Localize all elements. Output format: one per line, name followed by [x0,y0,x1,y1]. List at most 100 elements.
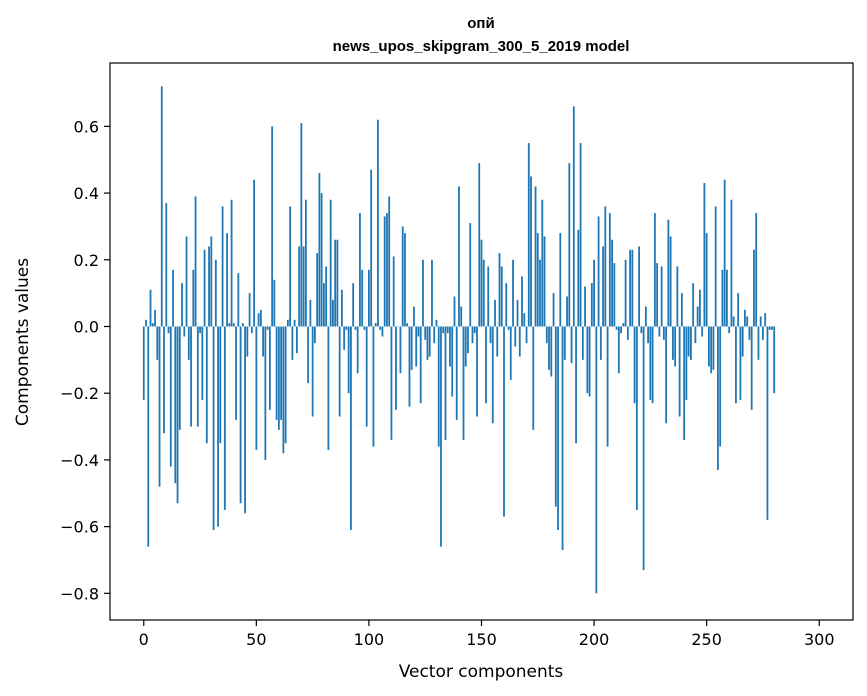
bar-1 [145,319,147,327]
bar-182 [552,293,555,327]
bar-256 [719,326,722,447]
bar-59 [275,326,278,420]
bar-12 [169,326,172,467]
bar-0 [142,326,145,400]
bar-78 [318,173,321,327]
bar-45 [244,326,246,514]
bar-181 [550,326,553,377]
bar-200 [593,259,595,327]
bar-123 [419,326,422,404]
bar-241 [685,326,688,400]
bar-109 [388,196,391,327]
bar-134 [444,326,447,440]
bar-185 [559,233,562,327]
bar-11 [167,326,170,334]
bar-155 [491,326,494,424]
bar-242 [687,326,690,357]
chart-title: опй [467,15,494,32]
bar-267 [744,309,746,327]
x-tick-label: 250 [691,630,722,649]
bar-6 [156,326,159,360]
bar-148 [476,326,478,417]
bar-201 [595,326,598,594]
bar-64 [286,319,289,327]
bar-240 [683,326,686,440]
bar-245 [694,326,697,344]
bar-248 [701,326,704,337]
bar-91 [347,326,350,394]
bar-50 [255,326,258,450]
x-tick-label: 200 [579,630,610,649]
bar-136 [449,326,451,367]
bar-139 [455,326,458,420]
x-tick-label: 0 [139,630,149,649]
bar-60 [277,326,280,430]
bar-229 [658,326,661,337]
bar-176 [539,259,541,327]
bar-157 [496,326,499,357]
bar-47 [248,293,251,327]
bar-116 [404,233,406,327]
bar-93 [352,283,355,327]
bar-67 [293,319,296,327]
bar-172 [530,176,532,327]
x-axis-label: Vector components [399,662,564,682]
bar-273 [757,326,760,360]
bar-205 [604,206,607,327]
bar-114 [399,326,402,374]
bar-237 [676,266,679,327]
bar-227 [653,213,656,327]
bar-186 [561,326,564,550]
bar-3 [149,289,152,327]
bar-98 [363,326,366,330]
x-tick-label: 150 [466,630,497,649]
bar-124 [422,259,424,327]
bar-192 [575,326,577,444]
bar-26 [201,326,204,400]
bar-95 [356,326,359,374]
plot-frame [109,62,854,621]
bar-82 [327,326,330,450]
bar-23 [194,196,197,327]
bar-13 [172,269,174,327]
bar-263 [735,326,737,404]
bar-30 [210,236,213,327]
bar-219 [635,326,638,510]
bar-204 [602,246,604,327]
bar-221 [640,326,643,334]
bar-226 [651,326,654,404]
bar-180 [548,326,550,370]
bar-84 [332,299,334,327]
bar-62 [282,326,285,454]
bar-104 [377,119,379,327]
bar-214 [624,259,627,327]
bar-125 [424,326,427,340]
bar-71 [302,246,305,327]
bar-40 [232,323,235,327]
bar-21 [190,326,192,427]
bar-202 [597,216,600,327]
bar-41 [235,326,237,420]
bar-147 [473,326,476,334]
bar-261 [730,199,733,327]
bar-228 [656,263,659,327]
bar-15 [176,326,179,504]
y-tick-label: −0.6 [60,518,99,537]
bar-195 [581,326,584,360]
bar-224 [647,326,650,344]
bar-144 [467,326,469,354]
bar-235 [671,326,674,360]
bar-203 [599,326,602,360]
bar-14 [174,326,177,484]
bar-16 [178,326,181,430]
bar-274 [759,316,762,327]
bar-5 [154,309,156,327]
bar-8 [160,86,163,327]
bars-group [142,86,776,594]
bar-57 [271,126,274,327]
bar-187 [563,326,566,360]
bar-215 [626,326,629,340]
x-axis-ticks: 0 50 100 150 200 250 300 [139,620,835,649]
y-tick-label: 0.4 [74,184,99,203]
bar-121 [415,326,418,367]
